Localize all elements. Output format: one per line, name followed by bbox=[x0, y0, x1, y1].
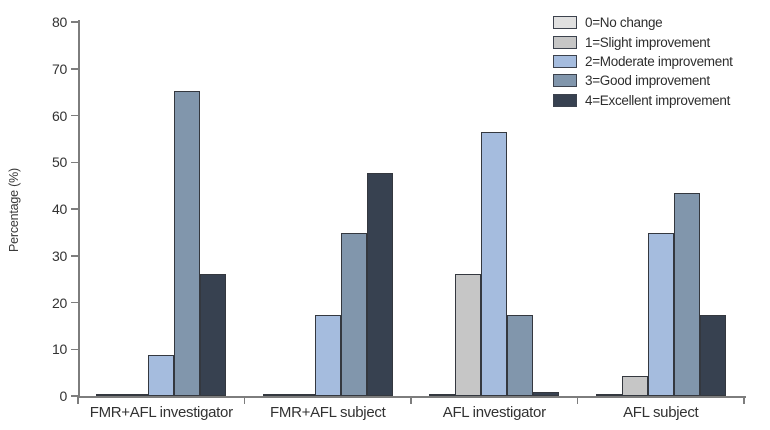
x-category-label: AFL investigator bbox=[442, 404, 546, 421]
legend-label: 4=Excellent improvement bbox=[585, 92, 731, 108]
legend-item: 1=Slight improvement bbox=[553, 32, 733, 51]
bar bbox=[673, 192, 700, 396]
y-tick-mark bbox=[71, 348, 78, 350]
legend-swatch-icon bbox=[553, 16, 577, 30]
bar bbox=[288, 393, 315, 396]
legend-label: 1=Slight improvement bbox=[585, 34, 710, 50]
x-category-label: FMR+AFL subject bbox=[270, 404, 386, 421]
legend-item: 0=No change bbox=[553, 13, 733, 32]
y-axis-line bbox=[78, 20, 80, 396]
y-tick-label: 20 bbox=[52, 294, 67, 311]
legend-swatch-icon bbox=[553, 74, 577, 88]
y-tick-label: 30 bbox=[52, 247, 67, 264]
x-category-label: FMR+AFL investigator bbox=[89, 404, 233, 421]
x-tick-mark bbox=[410, 396, 412, 404]
y-tick-label: 0 bbox=[59, 388, 68, 404]
bar bbox=[507, 314, 534, 396]
legend-swatch-icon bbox=[553, 93, 577, 107]
x-category-label: AFL subject bbox=[623, 404, 699, 421]
bar bbox=[96, 393, 123, 396]
y-tick-label: 40 bbox=[52, 201, 67, 217]
y-tick-label: 10 bbox=[52, 341, 67, 358]
bar bbox=[314, 314, 341, 396]
y-tick-mark bbox=[71, 114, 78, 117]
y-tick-mark bbox=[71, 68, 78, 70]
legend-item: 4=Excellent improvement bbox=[553, 91, 733, 110]
x-tick-mark bbox=[243, 396, 246, 404]
y-tick-mark bbox=[71, 21, 78, 23]
y-tick-label: 60 bbox=[52, 107, 67, 124]
legend-item: 2=Moderate improvement bbox=[553, 52, 733, 71]
bar bbox=[340, 233, 367, 396]
y-tick-mark bbox=[71, 255, 78, 257]
bar bbox=[699, 314, 726, 396]
y-tick-mark bbox=[71, 395, 78, 397]
x-tick-mark bbox=[743, 396, 745, 404]
bar bbox=[366, 172, 393, 396]
bar bbox=[481, 131, 508, 396]
legend-label: 2=Moderate improvement bbox=[585, 53, 733, 69]
bar bbox=[122, 393, 149, 396]
bar bbox=[621, 375, 648, 396]
legend-label: 0=No change bbox=[585, 15, 663, 31]
y-axis-title: Percentage (%) bbox=[7, 167, 21, 253]
legend: 0=No change 1=Slight improvement 2=Moderat… bbox=[553, 13, 733, 110]
y-tick-mark bbox=[71, 208, 78, 210]
bar bbox=[200, 273, 227, 396]
bar bbox=[533, 392, 560, 396]
x-axis-line bbox=[78, 396, 746, 398]
legend-item: 3=Good improvement bbox=[553, 71, 733, 90]
x-tick-mark bbox=[576, 396, 579, 404]
y-tick-label: 70 bbox=[52, 60, 67, 77]
legend-swatch-icon bbox=[553, 54, 577, 68]
y-tick-mark bbox=[71, 301, 78, 304]
y-tick-label: 50 bbox=[52, 154, 67, 171]
legend-swatch-icon bbox=[553, 35, 577, 49]
x-tick-mark bbox=[77, 396, 79, 404]
bar bbox=[148, 355, 175, 396]
legend-label: 3=Good improvement bbox=[585, 73, 710, 89]
bar bbox=[262, 393, 289, 396]
bar bbox=[429, 393, 456, 396]
bar bbox=[647, 233, 674, 396]
bar bbox=[174, 91, 201, 396]
bar bbox=[595, 393, 622, 396]
bar bbox=[455, 273, 482, 396]
y-tick-mark bbox=[71, 161, 78, 163]
y-tick-label: 80 bbox=[52, 14, 67, 30]
